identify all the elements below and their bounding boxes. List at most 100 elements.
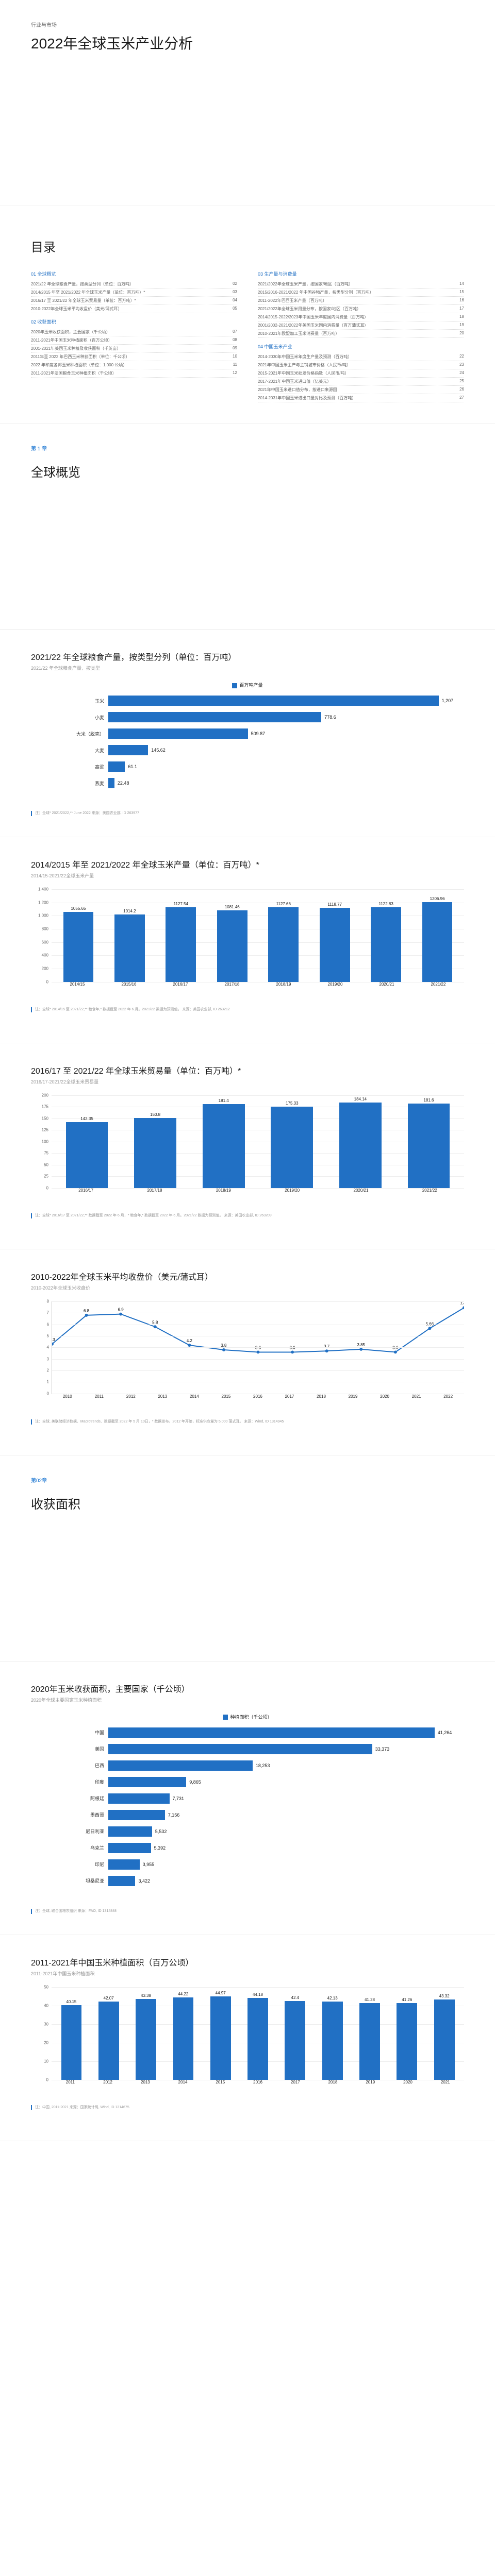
- title-page: 行业与市场 2022年全球玉米产业分析: [0, 0, 495, 206]
- toc-item[interactable]: 2011-2021年法国粮食玉米种植面积（千公顷）12: [31, 369, 237, 378]
- y-tick: 1,400: [38, 887, 52, 891]
- y-tick: 2: [47, 1368, 52, 1373]
- toc-item[interactable]: 2015-2021年中国玉米批发价格指数（人民币/吨）24: [258, 369, 464, 378]
- chart2-page: 2014/2015 年至 2021/2022 年全球玉米产量（单位：百万吨）* …: [0, 837, 495, 1043]
- chart1-page: 2021/22 年全球粮食产量，按类型分列（单位：百万吨） 2021/22 年全…: [0, 630, 495, 837]
- toc-item[interactable]: 2017-2021年中国玉米进口值（亿美元）25: [258, 378, 464, 386]
- line-value: 4.2: [187, 1338, 193, 1343]
- chart2-container: 02004006008001,0001,2001,400 1055.651014…: [31, 889, 464, 987]
- toc-item[interactable]: 2021年中国玉米进口值分布，按进口来源国26: [258, 386, 464, 394]
- vbar-value: 42.13: [327, 1996, 338, 2001]
- chart4-container: 4.36.86.95.84.23.83.63.63.73.853.65.667.…: [31, 1301, 464, 1399]
- hbar-value: 3,955: [140, 1862, 155, 1867]
- vbar-value: 44.18: [253, 1992, 263, 1997]
- vbar-value: 1206.96: [430, 896, 445, 901]
- hbar-value: 145.62: [148, 748, 166, 753]
- x-label: 2014: [164, 2080, 202, 2084]
- hbar-label: 印度: [72, 1778, 108, 1785]
- vbar-value: 184.14: [354, 1097, 367, 1101]
- y-tick: 150: [42, 1116, 52, 1121]
- vbar-col: 142.35: [57, 1116, 117, 1188]
- vbar-col: 175.33: [262, 1101, 322, 1188]
- x-label: 2016: [239, 2080, 277, 2084]
- hbar-value: 5,392: [151, 1845, 166, 1851]
- y-tick: 100: [42, 1139, 52, 1144]
- toc-item[interactable]: 2021/22 年全球粮食产量，按类型分列（单位：百万吨）02: [31, 280, 237, 289]
- x-label: 2020: [389, 2080, 427, 2084]
- vbar-value: 181.4: [219, 1098, 229, 1103]
- vbar-col: 150.8: [125, 1112, 186, 1188]
- y-tick: 7: [47, 1311, 52, 1315]
- toc-item[interactable]: 2014/2015 年至 2021/2022 年全球玉米产量（单位：百万吨）*0…: [31, 289, 237, 297]
- line-point: [188, 1344, 191, 1347]
- toc-item[interactable]: 2014/2015-2022/2023年中国玉米年度国内消费量（百万吨）18: [258, 313, 464, 321]
- toc-item[interactable]: 2010-2022年全球玉米平均收盘价（美元/蒲式耳）05: [31, 305, 237, 313]
- hbar-label: 中国: [72, 1729, 108, 1736]
- chart2-footnote: 注：全球* 2014/15 至 2021/22,** 粮食年,* 数据截至 20…: [31, 1007, 464, 1012]
- vbar-col: 40.15: [57, 1999, 86, 2080]
- chart5-page: 2020年玉米收获面积，主要国家（千公顷） 2020年全球主要国家玉米种植面积 …: [0, 1662, 495, 1935]
- chart6-container: 01020304050 40.1542.0743.3844.2244.9744.…: [31, 1987, 464, 2084]
- vbar-value: 1122.83: [378, 902, 393, 906]
- vbar-value: 150.8: [150, 1112, 160, 1117]
- chart1-legend: 百万吨产量: [31, 682, 464, 688]
- toc-item[interactable]: 2021/2022年全球玉米产量，按国家/地区（百万吨）14: [258, 280, 464, 289]
- vbar-value: 44.97: [216, 1991, 226, 1995]
- y-tick: 6: [47, 1322, 52, 1327]
- chart5-legend: 种植面积（千公顷）: [31, 1714, 464, 1720]
- vbar-col: 44.22: [169, 1992, 198, 2079]
- hbar-value: 18,253: [253, 1763, 270, 1768]
- toc-item[interactable]: 2016/17 至 2021/22 年全球玉米贸易量（单位：百万吨）*04: [31, 297, 237, 305]
- chapter-label: 第 1 章: [31, 444, 464, 452]
- toc-page: 目录 01 全球概览2021/22 年全球粮食产量，按类型分列（单位：百万吨）0…: [0, 206, 495, 423]
- toc-item[interactable]: 2011年至 2022 年巴西玉米种获面积（单位：千公顷）10: [31, 353, 237, 361]
- chart2-title: 2014/2015 年至 2021/2022 年全球玉米产量（单位：百万吨）*: [31, 858, 464, 870]
- toc-item[interactable]: 2014-2030年中国玉米年度生产量及预测（百万吨）22: [258, 353, 464, 361]
- vbar-col: 42.07: [94, 1996, 123, 2079]
- y-tick: 3: [47, 1357, 52, 1361]
- hbar-row: 大米（脱壳） 509.87: [72, 726, 464, 741]
- hbar-value: 61.1: [125, 764, 137, 769]
- vbar-col: 44.97: [206, 1991, 235, 2080]
- hbar-row: 燕麦 22.48: [72, 776, 464, 790]
- toc-item[interactable]: 2011-2022年巴西玉米产量（百万吨）16: [258, 297, 464, 305]
- vbar-value: 1127.54: [174, 902, 188, 906]
- chart4-page: 2010-2022年全球玉米平均收盘价（美元/蒲式耳） 2010-2022年全球…: [0, 1249, 495, 1455]
- x-label: 2020/21: [361, 982, 412, 987]
- x-label: 2017/18: [120, 1188, 189, 1193]
- hbar-value: 778.6: [321, 715, 336, 720]
- y-tick: 0: [46, 979, 52, 984]
- toc-item[interactable]: 2010-2021年欧盟加工玉米消费量（百万吨）20: [258, 330, 464, 338]
- toc-item[interactable]: 2001/2002-2021/2022年美国玉米国内消费量（百万蒲式耳）19: [258, 321, 464, 330]
- toc-item[interactable]: 2022 年印度各邦玉米种植面积（单位：1,000 公顷）11: [31, 361, 237, 369]
- toc-item[interactable]: 2014-2031年中国玉米进出口量对比及预测（百万吨）27: [258, 394, 464, 402]
- toc-item[interactable]: 2015/2016-2021/2022 年中国谷物产量，按类型分列（百万吨）15: [258, 289, 464, 297]
- vbar-col: 44.18: [243, 1992, 273, 2080]
- vbar-value: 41.26: [402, 1997, 412, 2002]
- toc-item[interactable]: 2021年中国玉米主产与主销城市价格（人民币/吨）23: [258, 361, 464, 369]
- toc-item[interactable]: 2020年玉米收获面积，主要国家（千公顷）07: [31, 328, 237, 336]
- hbar-row: 玉米 1,207: [72, 693, 464, 708]
- toc-item[interactable]: 2011-2021年中国玉米种植面积（百万公顷）08: [31, 336, 237, 345]
- hbar-value: 1,207: [439, 698, 454, 703]
- y-tick: 5: [47, 1333, 52, 1338]
- x-label: 2016/17: [155, 982, 206, 987]
- y-tick: 0: [46, 1185, 52, 1190]
- toc-item[interactable]: 2001-2021年美国玉米种植及收获面积（千英亩）09: [31, 345, 237, 353]
- chapter-2-page: 第02章 收获面积: [0, 1455, 495, 1662]
- chart6-page: 2011-2021年中国玉米种植面积（百万公顷） 2011-2021年中国玉米种…: [0, 1935, 495, 2141]
- vbar-col: 181.4: [193, 1098, 254, 1188]
- vbar-value: 42.4: [291, 1995, 300, 2000]
- x-label: 2019/20: [258, 1188, 326, 1193]
- toc-item[interactable]: 2021/2022年全球玉米用量分布，按国家/地区（百万吨）17: [258, 305, 464, 313]
- y-tick: 0: [47, 1391, 52, 1396]
- vbar-value: 41.28: [365, 1997, 375, 2002]
- hbar-value: 5,532: [152, 1829, 167, 1834]
- hbar-row: 大麦 145.62: [72, 743, 464, 757]
- vbar-col: 1081.46: [210, 905, 254, 982]
- y-tick: 600: [42, 940, 52, 944]
- vbar-col: 41.28: [355, 1997, 385, 2080]
- y-tick: 125: [42, 1128, 52, 1132]
- line-point: [154, 1325, 157, 1328]
- line-point: [257, 1350, 260, 1353]
